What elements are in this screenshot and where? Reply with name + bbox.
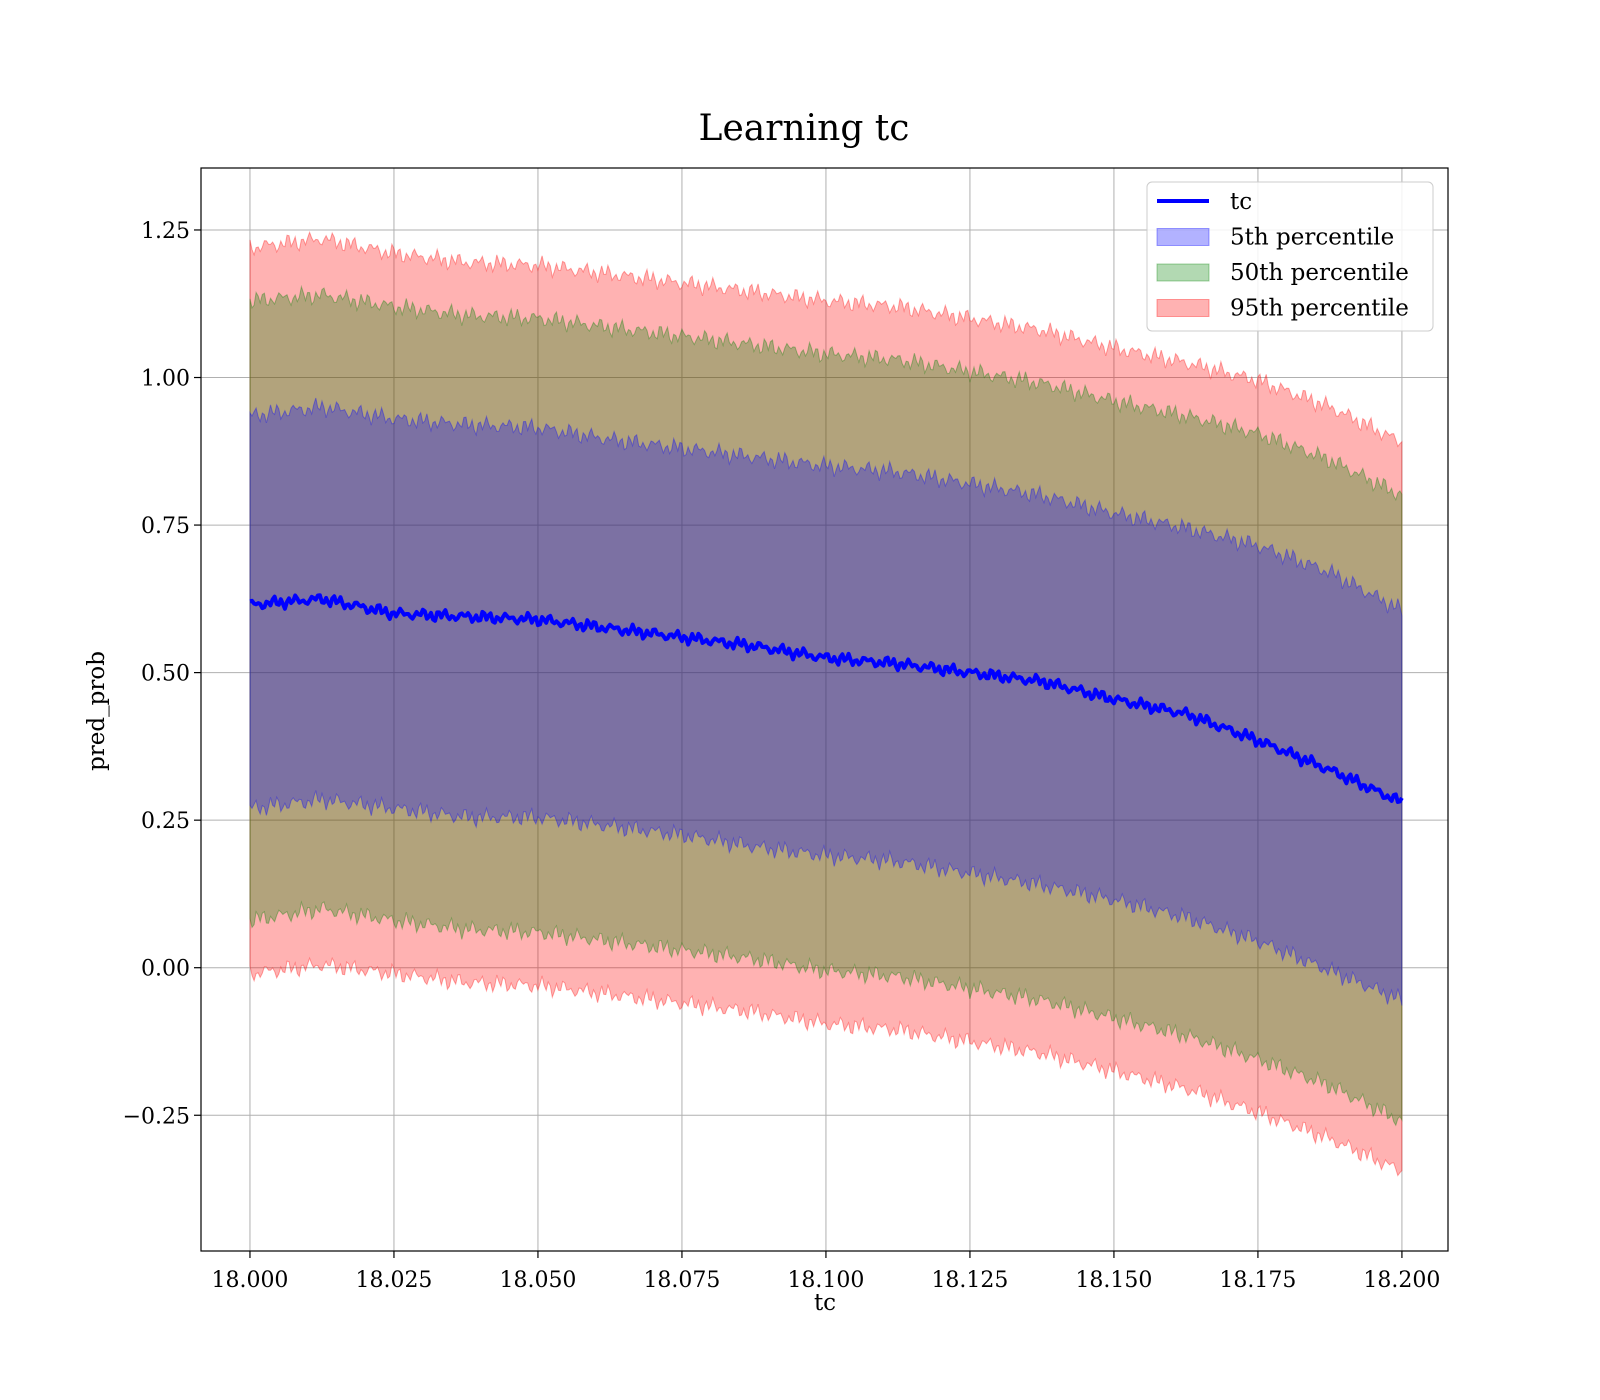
x-tick-label: 18.025 (355, 1268, 432, 1293)
legend-swatch (1156, 263, 1210, 282)
y-tick-label: −0.25 (123, 1104, 190, 1129)
chart-title: Learning tc (699, 108, 910, 149)
band-5th-percentile (249, 397, 1403, 1006)
y-tick-label: 1.00 (141, 367, 190, 392)
y-tick-label: 0.25 (141, 809, 190, 834)
line-tc (249, 593, 1404, 804)
grid (201, 168, 1448, 1251)
y-tick-label: 0.75 (141, 514, 190, 539)
legend-swatch (1156, 299, 1210, 317)
x-axis-ticks: 18.000 18.025 18.050 18.075 18.100 18.125 18.1… (211, 1251, 1440, 1293)
plot-frame (200, 167, 1449, 1252)
y-axis-ticks: −0.25 0.00 0.25 0.50 0.75 1.00 1.25 (123, 219, 201, 1129)
x-tick-label: 18.100 (787, 1268, 864, 1293)
legend-label: 95th percentile (1230, 296, 1409, 322)
legend-label: 5th percentile (1230, 225, 1394, 251)
legend: tc 5th percentile 50th percentile 95th perc… (1146, 181, 1434, 332)
x-axis-label: tc (814, 1290, 836, 1316)
series-lines (249, 593, 1404, 804)
x-tick-label: 18.000 (211, 1268, 288, 1293)
x-tick-label: 18.175 (1219, 1268, 1296, 1293)
band-95th-percentile (249, 230, 1403, 1177)
x-tick-label: 18.150 (1075, 1268, 1152, 1293)
x-tick-label: 18.125 (931, 1268, 1008, 1293)
x-tick-label: 18.075 (643, 1268, 720, 1293)
legend-label: 50th percentile (1230, 260, 1409, 286)
legend-label: tc (1230, 189, 1252, 215)
x-tick-label: 18.050 (499, 1268, 576, 1293)
legend-swatch (1156, 228, 1210, 246)
x-tick-label: 18.200 (1363, 1268, 1440, 1293)
y-tick-label: 0.50 (141, 662, 190, 687)
y-axis-label: pred_prob (84, 651, 110, 771)
y-tick-label: 1.25 (141, 219, 190, 244)
band-50th-percentile (249, 284, 1403, 1127)
percentile-bands (249, 230, 1403, 1177)
plot-area (200, 167, 1449, 1252)
legend-box (1146, 181, 1434, 332)
y-tick-label: 0.00 (141, 957, 190, 982)
